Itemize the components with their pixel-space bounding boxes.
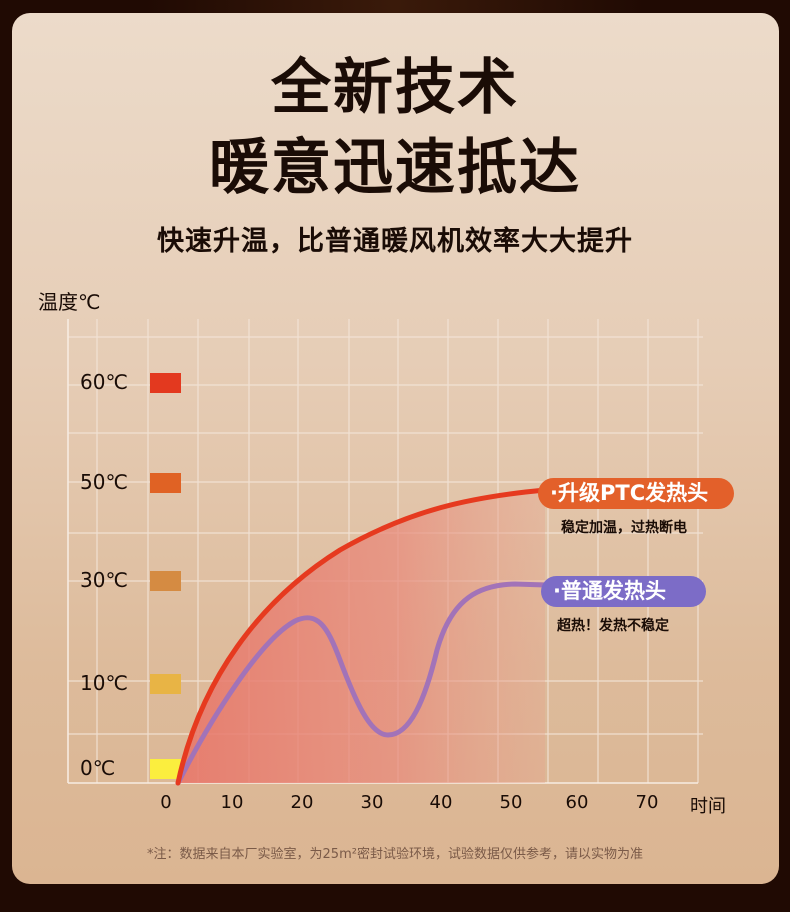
- swatch-30: [150, 571, 181, 591]
- swatch-60: [150, 373, 181, 393]
- x-tick-20: 20: [290, 792, 314, 813]
- x-tick-30: 30: [360, 792, 384, 813]
- swatch-0: [150, 759, 181, 779]
- ptc-series-badge: ·升级PTC发热头: [538, 478, 734, 509]
- ptc-area-fill: [178, 490, 545, 783]
- x-tick-10: 10: [220, 792, 244, 813]
- y-axis-title: 温度℃: [38, 290, 101, 314]
- headline-line-2: 暖意迅速抵达: [209, 133, 581, 203]
- swatch-50: [150, 473, 181, 493]
- y-tick-10: 10℃: [80, 671, 128, 695]
- normal-heater-curve: [175, 581, 548, 786]
- subtitle: 快速升温，比普通暖风机效率大大提升: [157, 226, 633, 257]
- swatch-10: [150, 674, 181, 694]
- y-tick-60: 60℃: [80, 370, 128, 394]
- y-tick-30: 30℃: [80, 568, 128, 592]
- normal-series-note: 超热！发热不稳定: [557, 618, 669, 634]
- y-tick-0: 0℃: [80, 756, 116, 780]
- x-tick-70: 70: [635, 792, 659, 813]
- x-tick-40: 40: [429, 792, 453, 813]
- x-tick-60: 60: [565, 792, 589, 813]
- ptc-series-note: 稳定加温，过热断电: [561, 520, 687, 536]
- headline-line-1: 全新技术: [271, 53, 519, 123]
- x-tick-50: 50: [499, 792, 523, 813]
- y-tick-50: 50℃: [80, 470, 128, 494]
- normal-series-badge: ·普通发热头: [541, 576, 706, 607]
- x-tick-0: 0: [160, 792, 172, 813]
- x-axis-title: 时间: [690, 796, 726, 817]
- footnote: *注：数据来自本厂实验室，为25m²密封试验环境，试验数据仅供参考，请以实物为准: [147, 847, 643, 862]
- ptc-heater-curve: [175, 487, 548, 786]
